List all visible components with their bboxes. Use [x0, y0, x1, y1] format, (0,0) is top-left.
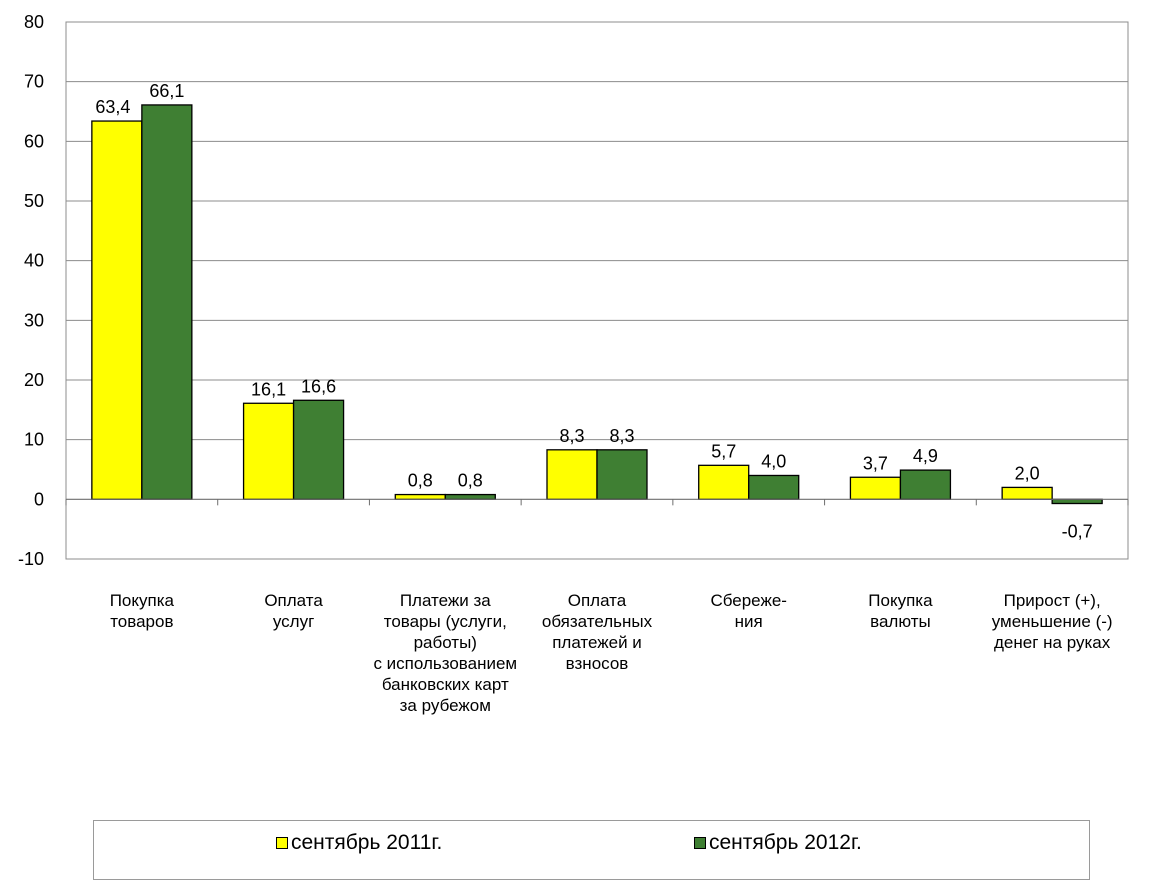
y-tick-label: 0 — [34, 489, 44, 509]
data-label-s1-c3: 0,8 — [408, 471, 433, 491]
data-label-s2-c6: 4,9 — [913, 446, 938, 466]
legend-item-2011: сентябрь 2011г. — [276, 831, 442, 855]
bars — [91, 104, 1103, 505]
bar-s2-c7 — [1051, 498, 1103, 505]
bar-s1-c6 — [849, 476, 902, 500]
category-label-6: Покупка валюты — [868, 591, 933, 631]
axes — [65, 21, 1129, 560]
category-label-5: Сбереже- ния — [710, 591, 787, 631]
y-tick-label: 80 — [24, 12, 44, 32]
data-label-s1-c7: 2,0 — [1015, 463, 1040, 483]
legend-swatch-2012 — [694, 837, 706, 849]
bar-s1-c7 — [1001, 486, 1053, 500]
y-tick-label: 40 — [24, 251, 44, 271]
y-tick-label: 60 — [24, 131, 44, 151]
category-label-7: Прирост (+), уменьшение (-) денег на рук… — [991, 591, 1113, 652]
legend-label-2011: сентябрь 2011г. — [291, 831, 443, 854]
data-label-s2-c1: 66,1 — [149, 81, 184, 101]
data-label-s1-c1: 63,4 — [95, 97, 130, 117]
bar-s1-c2 — [242, 402, 295, 500]
legend-item-2012: сентябрь 2012г. — [694, 831, 862, 855]
category-label-1: Покупка товаров — [109, 591, 174, 631]
y-tick-label: 10 — [24, 430, 44, 450]
y-tick-label: 30 — [24, 310, 44, 330]
legend-label-2012: сентябрь 2012г. — [709, 831, 862, 854]
data-label-s1-c6: 3,7 — [863, 453, 888, 473]
data-label-s1-c2: 16,1 — [251, 379, 286, 399]
bar-s2-c4 — [596, 449, 648, 500]
y-tick-label: 70 — [24, 72, 44, 92]
data-label-s2-c3: 0,8 — [458, 471, 483, 491]
y-axis-ticks: 80 70 60 50 40 30 20 10 0 -10 — [18, 12, 44, 569]
y-tick-label: 50 — [24, 191, 44, 211]
data-label-s1-c5: 5,7 — [711, 441, 736, 461]
bar-s1-c4 — [546, 449, 598, 500]
data-label-s1-c4: 8,3 — [559, 426, 584, 446]
legend-swatch-2011 — [276, 837, 288, 849]
y-tick-label: -10 — [18, 549, 44, 569]
bar-s2-c2 — [292, 399, 345, 500]
bar-s1-c5 — [698, 464, 750, 500]
data-label-s2-c7: -0,7 — [1062, 521, 1093, 541]
bar-s1-c1 — [91, 120, 143, 500]
category-label-4: Оплата обязательных платежей и взносов — [541, 591, 653, 673]
bar-s2-c1 — [141, 104, 193, 500]
bar-s1-c3 — [394, 493, 446, 500]
bar-chart: 80 70 60 50 40 30 20 10 0 -10 63,4 16,1 0,8 8,3 5,7 3,… — [18, 12, 1129, 569]
y-tick-label: 20 — [24, 370, 44, 390]
category-label-2: Оплата услуг — [264, 591, 323, 631]
bar-s2-c6 — [899, 469, 952, 500]
data-label-s2-c4: 8,3 — [609, 426, 634, 446]
bar-s2-c5 — [748, 474, 800, 500]
category-label-3: Платежи за товары (услуги, работы) с исп… — [373, 591, 518, 715]
legend: сентябрь 2011г. сентябрь 2012г. — [93, 820, 1090, 880]
plot-border — [65, 21, 1129, 560]
bar-s2-c3 — [444, 493, 496, 500]
data-label-s2-c2: 16,6 — [301, 376, 336, 396]
data-label-s2-c5: 4,0 — [761, 451, 786, 471]
data-labels: 63,4 16,1 0,8 8,3 5,7 3,7 2,0 66,1 16,6 0,8 8,3 4,0… — [95, 81, 1092, 541]
